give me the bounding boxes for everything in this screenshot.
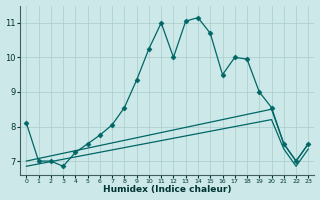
X-axis label: Humidex (Indice chaleur): Humidex (Indice chaleur) [103, 185, 232, 194]
